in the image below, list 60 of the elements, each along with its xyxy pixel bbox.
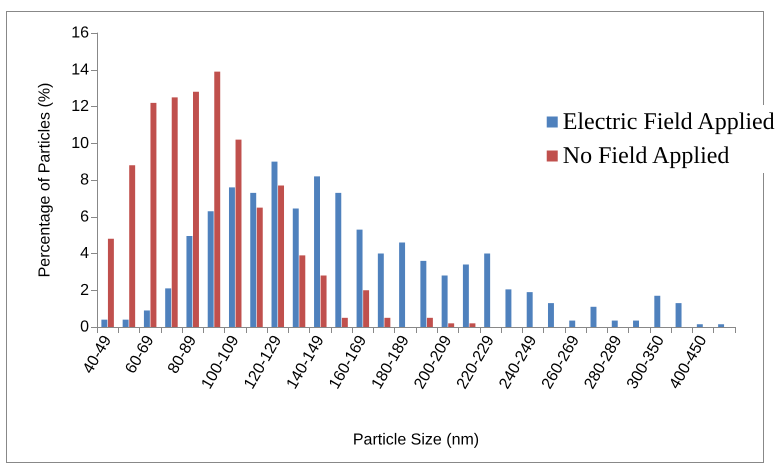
y-tick-label: 6 bbox=[80, 208, 90, 226]
bar bbox=[590, 306, 596, 327]
bar bbox=[236, 140, 242, 327]
bar bbox=[129, 165, 136, 327]
legend-label: Electric Field Applied bbox=[562, 109, 775, 135]
bar bbox=[484, 254, 490, 327]
bar bbox=[399, 242, 406, 327]
bar bbox=[108, 238, 114, 327]
bar bbox=[342, 318, 348, 327]
y-tick-label: 8 bbox=[80, 172, 90, 188]
y-tick-label: 12 bbox=[71, 98, 90, 115]
bar bbox=[633, 320, 639, 327]
bar bbox=[569, 320, 576, 327]
bar bbox=[193, 92, 199, 327]
bar bbox=[256, 208, 263, 327]
bar bbox=[335, 192, 342, 327]
bar bbox=[186, 236, 192, 327]
y-tick-label: 16 bbox=[71, 24, 90, 42]
bar bbox=[208, 211, 214, 327]
bar bbox=[150, 102, 156, 327]
bar bbox=[420, 260, 426, 327]
bar bbox=[612, 320, 618, 327]
bar bbox=[314, 176, 320, 327]
y-tick-label: 14 bbox=[71, 61, 90, 78]
bar bbox=[250, 192, 256, 327]
bar bbox=[299, 255, 306, 327]
bar bbox=[526, 292, 533, 327]
bar bbox=[272, 162, 278, 327]
bar bbox=[172, 97, 178, 327]
y-tick-label: 10 bbox=[71, 134, 90, 152]
bar bbox=[505, 289, 512, 327]
bar bbox=[228, 187, 235, 327]
bar bbox=[469, 323, 476, 327]
bar bbox=[676, 303, 682, 327]
bar bbox=[356, 230, 363, 327]
bar bbox=[718, 324, 724, 327]
bar bbox=[122, 320, 129, 327]
bar bbox=[448, 323, 454, 327]
bar bbox=[696, 324, 703, 327]
bar bbox=[165, 288, 172, 327]
bar bbox=[442, 276, 448, 327]
bar bbox=[292, 208, 299, 327]
y-axis-title: Percentage of Particles (%) bbox=[36, 82, 54, 278]
bar bbox=[214, 72, 220, 327]
legend-label: No Field Applied bbox=[562, 143, 730, 169]
bar bbox=[144, 310, 150, 327]
bar bbox=[462, 264, 469, 327]
bar bbox=[384, 318, 390, 327]
bar bbox=[320, 276, 327, 327]
y-tick-label: 0 bbox=[80, 318, 90, 336]
bar bbox=[654, 296, 660, 327]
y-tick-label: 4 bbox=[80, 245, 90, 262]
bar bbox=[548, 303, 554, 327]
y-tick-label: 2 bbox=[80, 282, 90, 299]
bar bbox=[363, 290, 370, 327]
bar bbox=[426, 318, 433, 327]
bar bbox=[278, 186, 284, 327]
x-axis-title: Particle Size (nm) bbox=[352, 432, 480, 448]
bar bbox=[378, 254, 384, 327]
bar bbox=[101, 320, 108, 327]
